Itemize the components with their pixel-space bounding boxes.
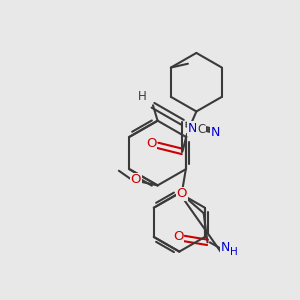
Text: O: O	[131, 173, 141, 187]
Text: O: O	[146, 137, 157, 150]
Text: H: H	[138, 90, 146, 103]
Text: N: N	[210, 126, 220, 139]
Text: O: O	[173, 230, 183, 244]
Text: O: O	[177, 187, 187, 200]
Text: N: N	[221, 241, 230, 254]
Text: C: C	[197, 123, 205, 136]
Text: N: N	[188, 122, 197, 135]
Text: H: H	[230, 247, 238, 256]
Text: H: H	[196, 127, 204, 136]
